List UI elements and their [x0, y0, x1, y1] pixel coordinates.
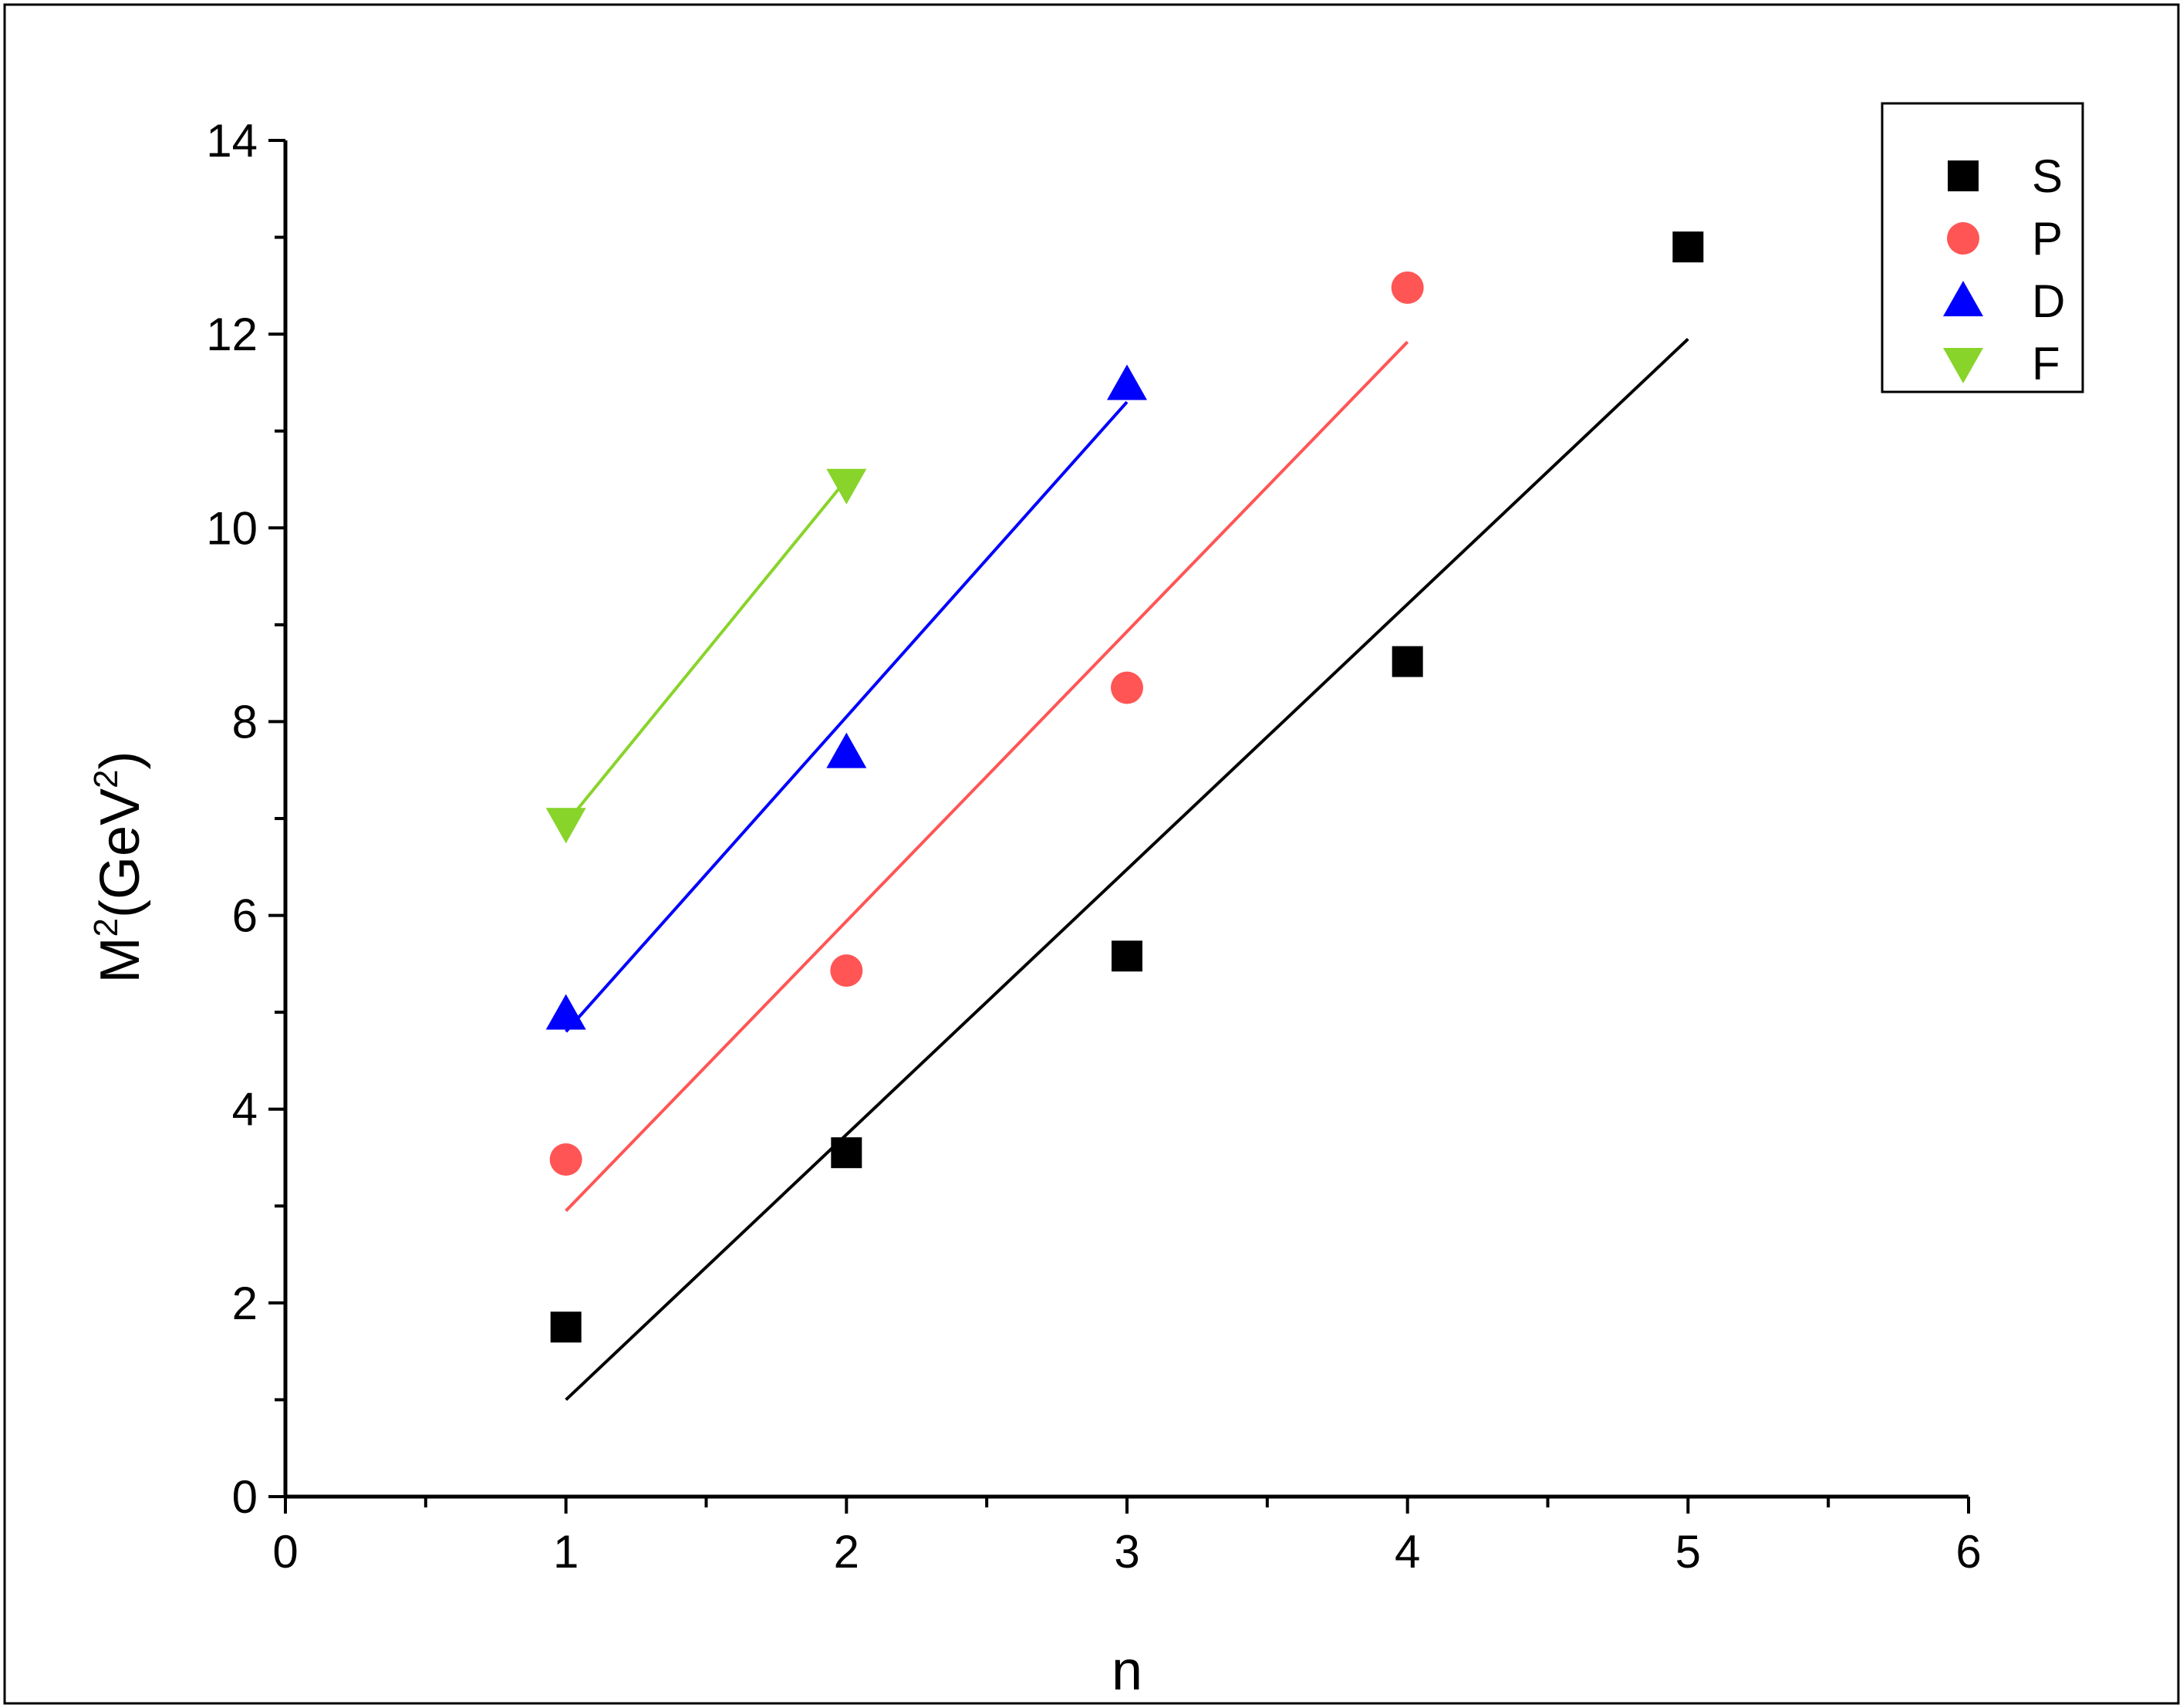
fit-lines [565, 337, 1689, 1401]
y-tick-label: 12 [206, 309, 258, 360]
y-tick-label: 8 [232, 696, 258, 748]
data-point-p [1111, 671, 1143, 704]
legend-marker-d [1943, 281, 1983, 316]
data-point-p [830, 954, 863, 987]
legend-label-d: D [2032, 275, 2065, 327]
data-point-s [1112, 940, 1142, 972]
data-point-d [826, 732, 867, 768]
x-tick-label: 2 [834, 1526, 859, 1578]
data-point-f [545, 808, 586, 844]
y-tick-label: 6 [232, 890, 258, 942]
outer-frame [3, 3, 2180, 1705]
y-tick-label: 10 [206, 502, 258, 554]
fit-line-p [565, 340, 1409, 1212]
data-points [545, 231, 1704, 1343]
legend-label-f: F [2032, 338, 2060, 390]
x-tick-label: 0 [272, 1526, 298, 1578]
y-tick-label: 2 [232, 1278, 258, 1329]
x-tick-label: 4 [1395, 1526, 1420, 1578]
legend-label-s: S [2032, 150, 2063, 202]
data-point-p [1391, 271, 1424, 304]
data-point-d [545, 994, 586, 1030]
legend-marker-p [1947, 222, 1979, 255]
legend-marker-s [1948, 160, 1979, 191]
data-point-s [1672, 231, 1704, 263]
x-tick-label: 1 [553, 1526, 579, 1578]
x-tick-label: 6 [1955, 1526, 1981, 1578]
legend-label-p: P [2032, 213, 2063, 265]
data-point-p [549, 1143, 582, 1176]
data-point-s [550, 1311, 582, 1343]
x-tick-label: 3 [1114, 1526, 1139, 1578]
fit-line-d [565, 400, 1129, 1033]
x-axis-title: n [1112, 1640, 1142, 1702]
data-point-f [826, 468, 867, 505]
legend-marker-f [1943, 348, 1983, 383]
y-tick-label: 0 [232, 1471, 258, 1523]
legend-frame [1881, 102, 2084, 393]
fit-line-f [565, 478, 848, 825]
data-point-s [831, 1137, 862, 1169]
x-tick-label: 5 [1675, 1526, 1701, 1578]
data-point-s [1392, 646, 1423, 677]
fit-line-s [565, 337, 1689, 1401]
y-tick-label: 4 [232, 1084, 258, 1136]
data-point-d [1107, 364, 1147, 400]
y-tick-label: 14 [206, 115, 258, 167]
y-axis-title: M2(GeV2) [87, 751, 151, 984]
